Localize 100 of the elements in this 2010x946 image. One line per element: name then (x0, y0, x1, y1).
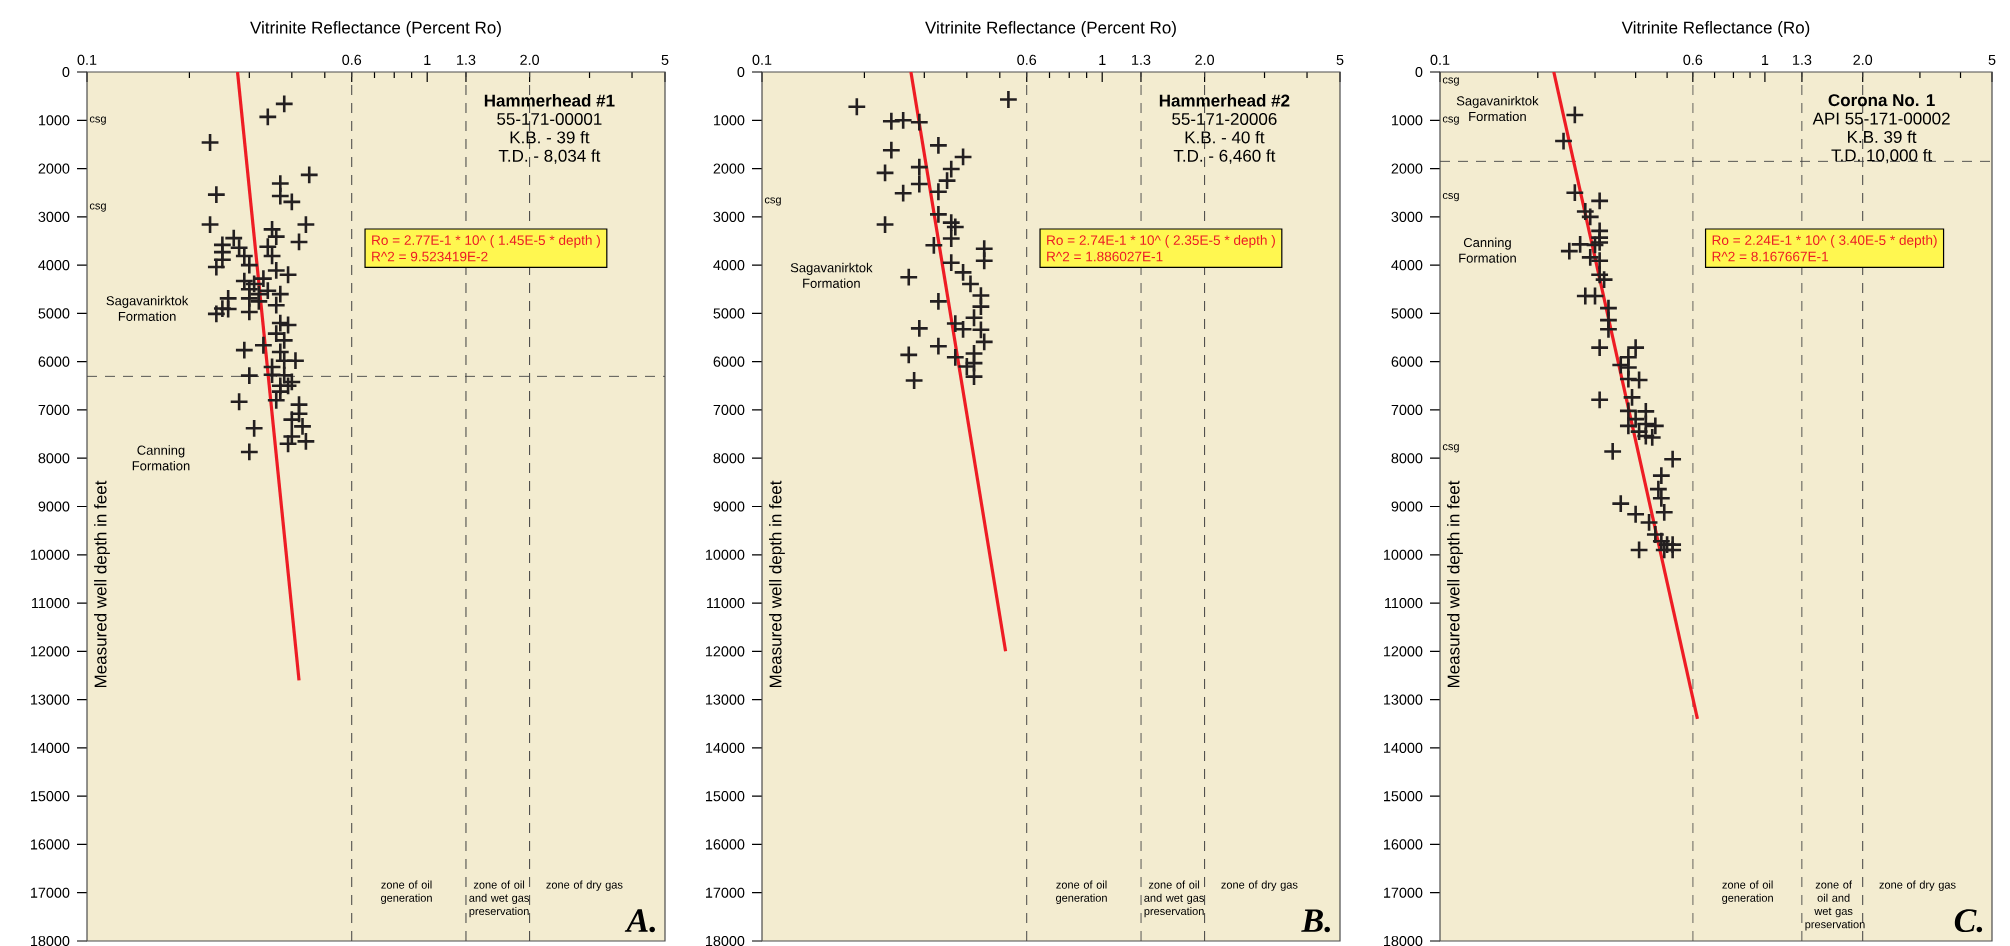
y-tick-label: 15000 (31, 791, 70, 802)
annotation: Canning Formation (132, 445, 190, 471)
annotation: R^2 = 8.167667E-1 (1712, 251, 1829, 262)
annotation: C. (1954, 909, 1983, 933)
y-tick-label: 16000 (31, 839, 70, 850)
x-tick-label: 2.0 (1853, 54, 1873, 65)
annotation: Ro = 2.74E-1 * 10^ ( 2.35E-5 * depth ) (1047, 235, 1275, 248)
y-tick-label: 5000 (38, 308, 70, 319)
y-tick-label: 14000 (706, 742, 745, 753)
y-tick-label: 0 (1415, 66, 1423, 78)
x-tick-label: 1 (1762, 55, 1769, 65)
y-tick-label: 9000 (1391, 501, 1423, 512)
y-tick-label: 18000 (31, 935, 70, 946)
annotation: K.B. - 39 ft (510, 130, 590, 144)
y-tick-label: 14000 (31, 742, 70, 753)
y-axis-title: Measured well depth in feet (94, 480, 110, 688)
y-tick-label: 15000 (706, 791, 745, 802)
annotation: Sagavanirktok Formation (790, 262, 873, 288)
annotation: 55-171-20006 (1172, 112, 1277, 125)
y-tick-label: 3000 (713, 211, 745, 222)
y-tick-label: 4000 (1391, 260, 1423, 271)
x-tick-label: 2.0 (1195, 54, 1215, 65)
x-axis-title: Vitrinite Reflectance (Ro) (1621, 21, 1810, 37)
x-tick-label: 1.3 (1132, 54, 1151, 65)
y-tick-label: 6000 (38, 356, 70, 367)
y-tick-label: 2000 (38, 163, 70, 174)
y-tick-label: 10000 (31, 549, 70, 560)
x-axis-title: Vitrinite Reflectance (Percent Ro) (250, 21, 501, 37)
y-tick-label: 13000 (706, 694, 745, 705)
y-tick-label: 13000 (31, 694, 70, 705)
y-tick-label: 14000 (1384, 742, 1423, 753)
annotation: R^2 = 9.523419E-2 (372, 251, 488, 262)
annotation: csg (1442, 444, 1459, 453)
x-tick-label: 1.3 (457, 54, 476, 65)
y-axis-title: Measured well depth in feet (769, 480, 785, 688)
y-tick-label: 18000 (1384, 935, 1423, 946)
y-tick-label: 16000 (1384, 839, 1423, 850)
x-tick-label: 0.1 (752, 54, 772, 65)
annotation: zone of oil generation (1056, 880, 1107, 905)
x-tick-label: 2.0 (520, 54, 540, 65)
y-tick-label: 5000 (1391, 308, 1423, 319)
y-tick-label: 11000 (1385, 597, 1423, 609)
annotation: csg (89, 116, 106, 125)
y-tick-label: 17000 (31, 887, 70, 898)
text: Hammerhead #2 (1159, 94, 1290, 107)
annotation: csg (764, 197, 781, 206)
x-tick-label: 0.1 (77, 54, 97, 65)
y-tick-label: 12000 (31, 646, 70, 657)
y-tick-label: 2000 (713, 163, 745, 174)
y-tick-label: 9000 (713, 501, 745, 512)
annotation: A. (624, 909, 655, 933)
annotation: zone of oil generation (1722, 880, 1773, 905)
y-tick-label: 4000 (713, 260, 745, 271)
annotation: zone of dry gas (546, 880, 623, 891)
y-tick-label: 7000 (713, 404, 745, 416)
y-tick-label: 18000 (706, 935, 745, 946)
annotation: zone of oil and wet gas preservation (1144, 880, 1204, 918)
annotation: T.D. - 8,034 ft (498, 149, 601, 164)
x-tick-label: 5 (1336, 54, 1344, 65)
annotation: zone of oil and wet gas preservation (1805, 880, 1865, 931)
annotation: K.B. - 40 ft (1185, 130, 1265, 144)
x-tick-label: 5 (661, 54, 669, 65)
annotation: Ro = 2.24E-1 * 10^ ( 3.40E-5 * depth) (1712, 235, 1937, 248)
y-tick-label: 17000 (706, 887, 745, 898)
y-tick-label: 7000 (38, 404, 70, 416)
y-tick-label: 10000 (706, 549, 745, 560)
y-axis-title: Measured well depth in feet (1447, 480, 1463, 688)
annotation: B. (1301, 909, 1330, 933)
y-tick-label: 8000 (1391, 453, 1423, 464)
y-tick-label: 11000 (707, 597, 745, 609)
y-tick-label: 1000 (714, 115, 745, 126)
y-tick-label: 0 (737, 66, 745, 78)
x-tick-label: 1.3 (1793, 54, 1812, 65)
x-tick-label: 1 (1099, 55, 1106, 65)
annotation: csg (89, 203, 106, 212)
y-tick-label: 10000 (1384, 549, 1423, 560)
x-tick-label: 0.6 (1017, 54, 1037, 65)
y-tick-label: 8000 (713, 453, 745, 464)
y-tick-label: 8000 (38, 453, 70, 464)
y-tick-label: 3000 (1391, 211, 1423, 222)
y-tick-label: 2000 (1391, 163, 1423, 174)
y-tick-label: 7000 (1391, 404, 1423, 416)
y-tick-label: 9000 (38, 501, 70, 512)
annotation: zone of dry gas (1221, 880, 1298, 891)
annotation: zone of dry gas (1879, 880, 1956, 891)
annotation: csg (1442, 193, 1459, 202)
y-tick-label: 3000 (38, 211, 70, 222)
annotation: R^2 = 1.886027E-1 (1047, 251, 1163, 262)
y-tick-label: 1000 (39, 115, 70, 126)
annotation: Sagavanirktok Formation (106, 295, 189, 321)
y-tick-label: 4000 (38, 260, 70, 271)
y-tick-label: 6000 (1391, 356, 1423, 367)
x-tick-label: 5 (1988, 54, 1996, 65)
y-tick-label: 11000 (32, 597, 70, 609)
y-tick-label: 12000 (706, 646, 745, 657)
x-tick-label: 0.6 (1683, 54, 1703, 65)
y-tick-label: 6000 (713, 356, 745, 367)
y-tick-label: 0 (62, 66, 70, 78)
annotation: T.D. 10,000 ft (1831, 148, 1933, 164)
y-tick-label: 17000 (1384, 887, 1423, 898)
